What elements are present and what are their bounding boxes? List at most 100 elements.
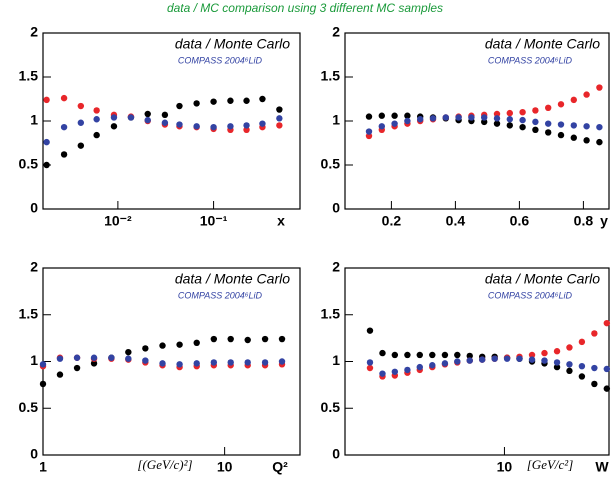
data-point <box>532 126 539 133</box>
x-tick-label: 10⁻¹ <box>200 213 228 229</box>
data-point <box>193 123 200 130</box>
data-point <box>210 98 217 105</box>
data-point <box>404 366 411 374</box>
data-point <box>541 357 548 364</box>
x-tick-label: 0.6 <box>510 213 530 229</box>
data-point <box>441 360 449 367</box>
y-tick-label: 0.5 <box>19 399 39 415</box>
x-tick-label: 0.8 <box>574 213 594 229</box>
y-tick-label: 1.5 <box>321 305 341 321</box>
data-point <box>261 359 269 366</box>
data-point <box>545 104 552 112</box>
data-point <box>60 94 68 102</box>
data-point <box>39 361 47 368</box>
data-point <box>110 123 118 130</box>
data-point <box>39 380 47 388</box>
x-tick-label: 1 <box>39 459 47 475</box>
data-point <box>60 151 68 158</box>
data-point <box>417 116 424 123</box>
data-point <box>161 111 169 119</box>
data-point <box>193 100 200 107</box>
data-point <box>454 351 461 359</box>
data-point <box>441 351 449 359</box>
data-point <box>244 359 251 366</box>
data-point <box>491 355 498 362</box>
data-point <box>227 335 234 343</box>
data-point <box>578 362 586 370</box>
data-point <box>227 359 234 366</box>
data-point <box>176 121 183 128</box>
data-point <box>159 342 166 349</box>
x-tick-label: 0.4 <box>446 213 466 229</box>
annotation: COMPASS 2004⁶LiD <box>178 55 263 65</box>
data-point <box>108 354 115 361</box>
y-tick-label: 1.5 <box>321 68 341 84</box>
data-point <box>77 102 85 110</box>
annotation: data / Monte Carlo <box>485 36 600 52</box>
data-point <box>77 142 85 149</box>
data-point <box>455 114 462 121</box>
data-point <box>176 341 183 348</box>
data-point <box>583 91 590 98</box>
data-point <box>56 355 64 362</box>
x-axis-label: W <box>595 459 609 475</box>
data-point <box>259 120 266 127</box>
data-point <box>416 363 423 371</box>
data-point <box>570 122 577 129</box>
y-tick-label: 0.5 <box>321 156 341 172</box>
data-point <box>481 114 488 121</box>
data-point <box>56 371 64 378</box>
x-axis-label: x <box>277 213 285 229</box>
y-tick-label: 0.5 <box>19 156 39 172</box>
data-point <box>591 364 598 372</box>
x-tick-label: 10 <box>497 459 513 475</box>
data-point <box>142 345 149 352</box>
x-axis-label: Q² <box>272 459 288 475</box>
data-point <box>466 352 473 360</box>
data-point <box>578 373 586 380</box>
data-point <box>466 357 473 364</box>
x-tick-label: 0.2 <box>382 213 402 229</box>
data-point <box>557 121 565 128</box>
data-point <box>193 339 200 346</box>
data-point <box>73 354 81 361</box>
x-axis-unit: [(GeV/c)²] <box>137 457 192 472</box>
data-point <box>532 118 539 126</box>
x-axis-unit: [GeV/c²] <box>527 457 574 472</box>
x-tick-label: 10⁻² <box>104 213 132 229</box>
data-point <box>570 96 577 104</box>
data-point <box>591 330 598 337</box>
y-tick-label: 2 <box>30 24 38 40</box>
data-point <box>73 364 81 372</box>
data-point <box>553 363 561 371</box>
data-point <box>528 356 536 363</box>
data-point <box>516 355 523 362</box>
data-point <box>365 132 373 140</box>
data-point <box>506 116 513 123</box>
data-point <box>391 112 398 119</box>
data-point <box>603 365 611 373</box>
data-point <box>276 106 283 113</box>
data-point <box>176 102 183 110</box>
data-point <box>468 114 475 121</box>
y-tick-label: 0 <box>30 200 38 216</box>
data-point <box>493 115 501 122</box>
data-point <box>519 109 526 116</box>
x-axis-label: y <box>600 213 608 229</box>
data-point <box>227 97 234 104</box>
chart-title: data / MC comparison using 3 different M… <box>167 1 443 15</box>
y-tick-label: 0 <box>332 446 340 462</box>
y-tick-label: 1 <box>30 352 38 368</box>
data-point <box>93 131 100 139</box>
data-point <box>93 116 100 123</box>
data-point <box>479 356 486 363</box>
data-point <box>243 97 250 104</box>
y-tick-label: 0 <box>30 446 38 462</box>
data-point <box>243 126 250 133</box>
data-point <box>159 360 166 367</box>
data-point <box>366 327 374 334</box>
data-point <box>416 351 423 359</box>
data-point <box>259 95 266 103</box>
data-point <box>503 355 511 362</box>
